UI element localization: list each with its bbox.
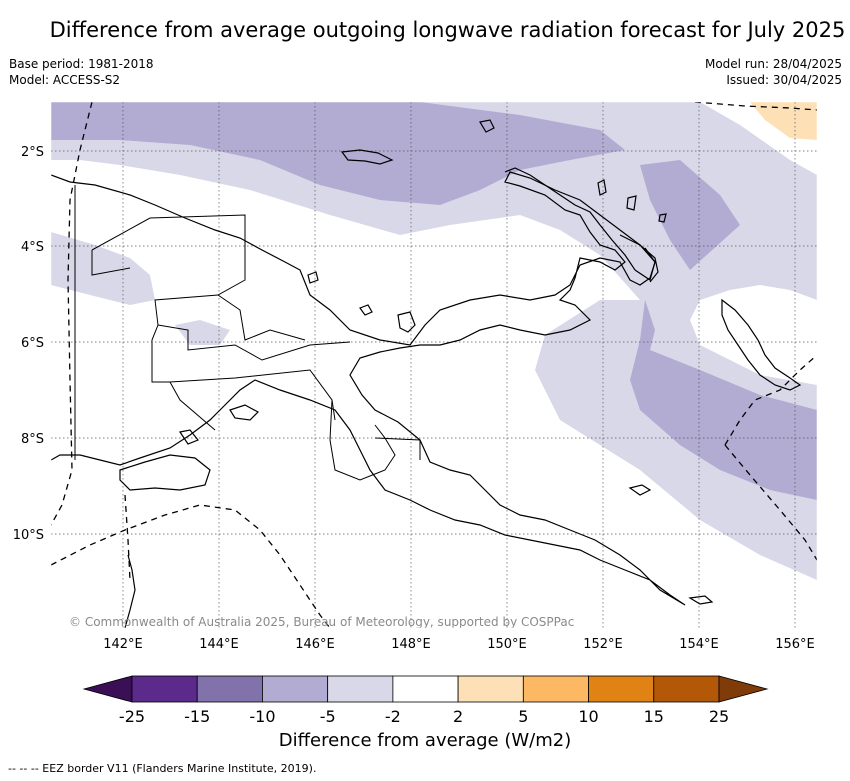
eez-border-south (124, 494, 131, 581)
meta-right: Model run: 28/04/2025 Issued: 30/04/2025 (705, 56, 842, 88)
map-area: © Commonwealth of Australia 2025, Bureau… (51, 102, 817, 629)
colorbar-segment (522, 675, 589, 703)
longitude-labels: 142°E 144°E 146°E 148°E 150°E 152°E 154°… (103, 637, 815, 652)
province-border-7 (374, 437, 421, 460)
southern-coast (119, 454, 211, 491)
colorbar-tick-label: -25 (119, 707, 145, 726)
base-period: Base period: 1981-2018 (9, 57, 154, 71)
lon-label: 146°E (295, 637, 335, 652)
cape-york-coast (124, 554, 136, 628)
colorbar-tick-label: -2 (385, 707, 401, 726)
province-border-4 (217, 294, 306, 341)
model-run: Model run: 28/04/2025 (704, 57, 842, 71)
eez-legend-note: -- -- -- EEZ border V11 (Flanders Marine… (8, 762, 317, 775)
rossel-island (688, 595, 714, 605)
eez-borders (51, 102, 817, 628)
province-border-1 (91, 214, 336, 421)
issued-date: Issued: 30/04/2025 (726, 73, 842, 87)
lat-label: 4°S (21, 240, 44, 255)
colorbar-tick-label: -15 (184, 707, 210, 726)
lat-label: 6°S (21, 336, 44, 351)
colorbar-segment (196, 675, 263, 703)
colorbar-segment (262, 675, 329, 703)
province-border-6 (329, 399, 396, 481)
colorbar-extension-high (718, 675, 769, 703)
lon-label: 142°E (103, 637, 143, 652)
eez-border-west (51, 102, 93, 526)
borders (74, 185, 421, 481)
colorbar-segment (131, 675, 198, 703)
lon-label: 152°E (583, 637, 623, 652)
colorbar-tick-label: 10 (578, 707, 598, 726)
new-ireland-coast (619, 234, 659, 283)
colorbar: -25 -15 -10 -5 -2 2 5 10 15 25 (82, 675, 769, 726)
lon-label: 144°E (199, 637, 239, 652)
anomaly-zone-medium-north (51, 102, 625, 205)
colorbar-extension-low (82, 675, 133, 703)
island-small-1 (359, 304, 373, 316)
island-small-3 (626, 195, 637, 211)
anomaly-zone-medium-east (640, 160, 740, 270)
anomaly-zone-light-west (51, 232, 155, 305)
torres-strait-islands (179, 429, 199, 445)
colorbar-segment (653, 675, 720, 703)
province-border-2 (91, 250, 131, 276)
latitude-labels: 2°S 4°S 6°S 8°S 10°S (13, 145, 44, 543)
lon-label: 150°E (487, 637, 527, 652)
meta-left: Base period: 1981-2018 Model: ACCESS-S2 (9, 56, 154, 88)
anomaly-zone-medium-south (630, 300, 817, 500)
new-guinea-coast (51, 171, 686, 606)
colorbar-segment (588, 675, 655, 703)
eez-border-southeast (724, 354, 817, 446)
colorbar-tick-label: 2 (453, 707, 463, 726)
lon-label: 154°E (679, 637, 719, 652)
eez-border-east (724, 444, 817, 561)
copyright-notice: © Commonwealth of Australia 2025, Bureau… (69, 615, 574, 629)
colorbar-tick-label: 15 (644, 707, 664, 726)
anomaly-zone-warm (750, 102, 817, 140)
manus-island-east (479, 119, 495, 133)
anomaly-zone-light-mid (175, 320, 230, 345)
model-name: Model: ACCESS-S2 (9, 73, 121, 87)
colorbar-segment (392, 675, 459, 703)
new-britain-coast (504, 167, 656, 281)
colorbar-title: Difference from average (W/m2) (278, 730, 572, 751)
colorbar-tick-label: -10 (249, 707, 275, 726)
colorbar-tick-label: 25 (709, 707, 729, 726)
island-small-5 (229, 404, 259, 421)
map-frame (50, 101, 818, 629)
lat-label: 2°S (21, 145, 44, 160)
chart-title: Difference from average outgoing longwav… (49, 18, 846, 42)
bougainville-coast (721, 298, 802, 391)
anomaly-zone-light-north (51, 102, 817, 580)
colorbar-segment (327, 675, 394, 703)
eez-border-northeast (694, 102, 817, 111)
lat-label: 10°S (13, 528, 44, 543)
island-small-2 (597, 179, 607, 196)
lon-label: 156°E (775, 637, 815, 652)
colorbar-segment (457, 675, 524, 703)
manus-island (340, 149, 394, 165)
colorbar-tick-label: -5 (320, 707, 336, 726)
province-border-5 (169, 381, 216, 431)
lon-label: 148°E (391, 637, 431, 652)
colorbar-tick-label: 5 (518, 707, 528, 726)
coastlines (51, 119, 802, 628)
island-small-4 (658, 213, 667, 223)
lat-label: 8°S (21, 432, 44, 447)
louisiade-island (628, 484, 652, 496)
province-border-3 (157, 324, 351, 361)
eez-border-southwest (51, 504, 331, 628)
admiralty-island (307, 271, 319, 284)
d-entrecasteaux-island (397, 311, 416, 333)
